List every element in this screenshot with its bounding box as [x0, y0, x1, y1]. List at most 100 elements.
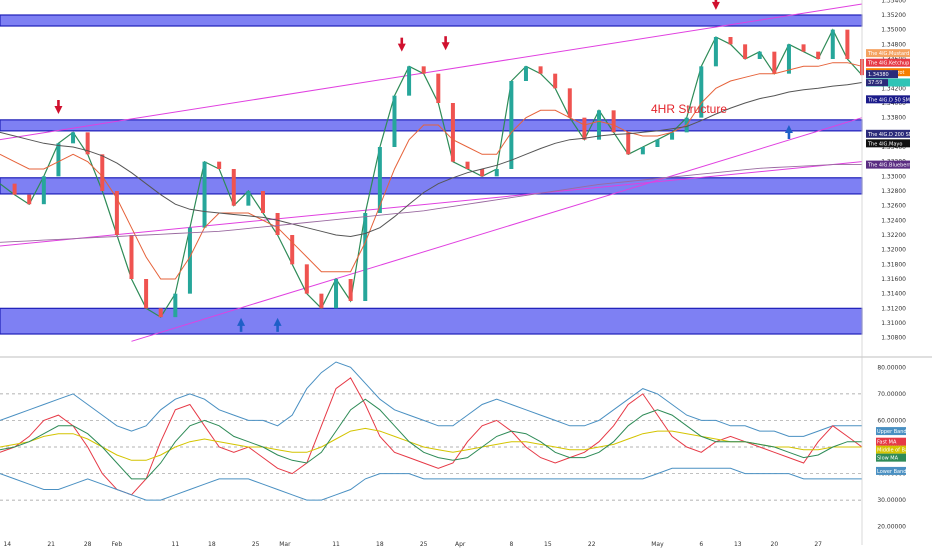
indicator-series-line	[0, 361, 862, 437]
x-tick-label: 18	[208, 541, 216, 548]
down-arrow-stem	[400, 37, 404, 45]
trendline	[0, 161, 863, 247]
candle-body	[12, 183, 17, 195]
indicator-legend-label: Fast MA	[877, 440, 897, 446]
x-tick-label: 11	[172, 541, 180, 548]
down-arrow-marker	[441, 42, 450, 51]
indicator-tick-label: 30.00000	[877, 497, 906, 504]
price-tick-label: 1.31200	[881, 305, 906, 312]
down-arrow-stem	[57, 100, 60, 107]
indicator-legend-label: Slow MA	[877, 456, 899, 462]
x-tick-label: Apr	[455, 541, 466, 548]
down-arrow-marker	[711, 1, 720, 10]
candle-body	[553, 73, 558, 89]
indicator-tick-label: 70.00000	[877, 391, 906, 398]
x-tick-label: 27	[814, 541, 822, 548]
indicator-series-line	[0, 427, 862, 461]
candle-body	[436, 73, 441, 103]
price-tick-label: 1.32000	[881, 247, 906, 254]
legend-tag	[866, 129, 910, 138]
candle-body	[816, 51, 821, 59]
price-series-line	[0, 62, 863, 280]
up-arrow-stem	[239, 324, 243, 332]
candle-body	[465, 161, 470, 169]
candle-body	[582, 117, 587, 140]
x-tick-label: 25	[252, 541, 260, 548]
candle-body	[743, 44, 748, 59]
candle-body	[830, 29, 835, 59]
candle-body	[173, 293, 178, 318]
trendline	[131, 117, 863, 342]
candle-body	[480, 169, 485, 177]
candle-body	[304, 264, 309, 294]
x-tick-label: 28	[84, 541, 92, 548]
candle-body	[275, 213, 280, 235]
candle-body	[407, 66, 412, 96]
price-tick-label: 1.34800	[881, 41, 906, 48]
candle-body	[158, 308, 163, 318]
candle-body	[772, 51, 777, 74]
candle-body	[231, 169, 236, 206]
candle-body	[640, 147, 645, 155]
down-arrow-stem	[714, 0, 718, 3]
candle-body	[319, 293, 324, 309]
price-series-line	[0, 28, 863, 318]
candle-body	[670, 132, 675, 140]
x-tick-label: 21	[47, 541, 55, 548]
candle-body	[626, 132, 631, 155]
candle-body	[801, 44, 806, 52]
indicator-tick-label: 80.00000	[877, 364, 906, 371]
up-arrow-marker	[273, 317, 282, 326]
candle-body	[187, 227, 192, 294]
candle-body	[71, 132, 76, 144]
price-tick-label: 1.34000	[881, 100, 906, 107]
candle-body	[129, 235, 134, 279]
candle-body	[757, 51, 762, 59]
supply-demand-zone	[0, 307, 863, 335]
price-panel[interactable]	[0, 0, 864, 342]
indicator-series-line	[0, 467, 862, 501]
legend-tag	[866, 160, 910, 169]
price-tick-label: 1.35200	[881, 12, 906, 19]
down-arrow-marker	[397, 43, 406, 52]
x-tick-label: 18	[376, 541, 384, 548]
candle-body	[597, 110, 602, 140]
candle-body	[713, 37, 718, 67]
candle-body	[290, 235, 295, 265]
last-price-tag	[866, 70, 898, 79]
indicator-legend-label: Upper Band	[877, 429, 907, 435]
x-tick-label: May	[651, 541, 664, 548]
up-arrow-marker	[784, 125, 793, 133]
legend-tag	[866, 58, 910, 67]
candle-body	[144, 279, 149, 309]
indicator-panel[interactable]	[0, 361, 863, 501]
x-tick-label: 13	[734, 541, 742, 548]
price-tick-label: 1.35400	[881, 0, 906, 4]
candle-body	[217, 161, 222, 169]
indicator-legend-tag	[876, 437, 906, 446]
x-tick-label: Mar	[279, 541, 291, 548]
candle-body	[728, 37, 733, 45]
legend-tag	[866, 95, 910, 104]
indicator-series-line	[0, 398, 862, 480]
candle-body	[421, 66, 426, 74]
x-tick-label: 8	[509, 541, 513, 548]
price-tick-label: 1.32800	[881, 188, 906, 195]
legend-tag-label: The 4IG.D 200 SMA	[867, 132, 917, 138]
candle-body	[567, 88, 572, 118]
price-tick-label: 1.31600	[881, 276, 906, 283]
indicator-legend-tag	[876, 466, 906, 475]
candle-body	[41, 176, 46, 205]
x-tick-label: 22	[588, 541, 596, 548]
x-tick-label: 14	[3, 541, 11, 548]
indicator-tick-label: 60.00000	[877, 417, 906, 424]
price-tick-label: 1.33400	[881, 144, 906, 151]
candle-body	[494, 169, 499, 177]
indicator-legend-tag	[876, 427, 906, 436]
candle-body	[260, 191, 265, 213]
x-tick-label: 25	[420, 541, 428, 548]
countdown-label: 37:59	[868, 80, 882, 86]
